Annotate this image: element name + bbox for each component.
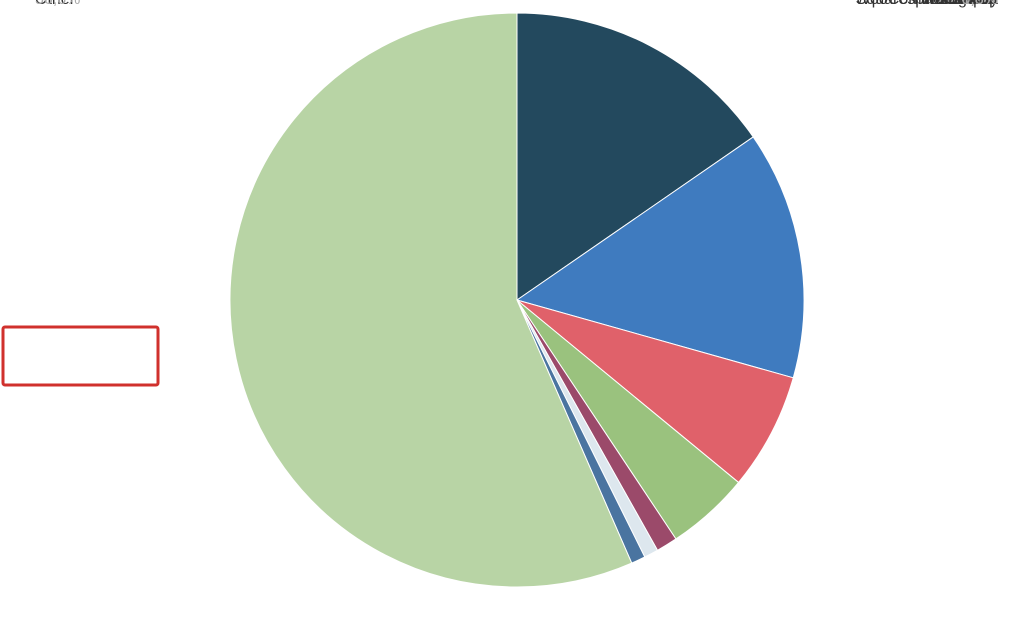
slice-value-label: 0,8% [962,0,998,8]
pie-slice [516,12,754,301]
slice-value-label: 0,8% [962,0,998,8]
slice-label: Magento [936,0,998,8]
slice-value-label: 14,0% [953,0,998,8]
pie-slice [229,12,633,588]
slice-value-label: 1,2% [962,0,998,8]
slice-label: Wix Stores [921,0,998,8]
slice-label: WooCommerce C… [855,0,998,8]
slice-label: Zen Cart [936,0,999,8]
slice-value-label: 4,7% [962,0,998,8]
pie-slice [515,136,805,379]
slice-value-label: 56,6% [35,0,80,8]
slice-label: PrestaShop [914,0,998,8]
slice-value-label: 6,6% [962,0,998,8]
slice-label: Other [35,0,76,8]
pie-slice [516,299,794,484]
slice-value-label: 15,4% [953,0,998,8]
highlight-box [1,325,160,387]
slice-label: Squarespace Add… [856,0,998,8]
slice-label: Shopify [945,0,998,8]
